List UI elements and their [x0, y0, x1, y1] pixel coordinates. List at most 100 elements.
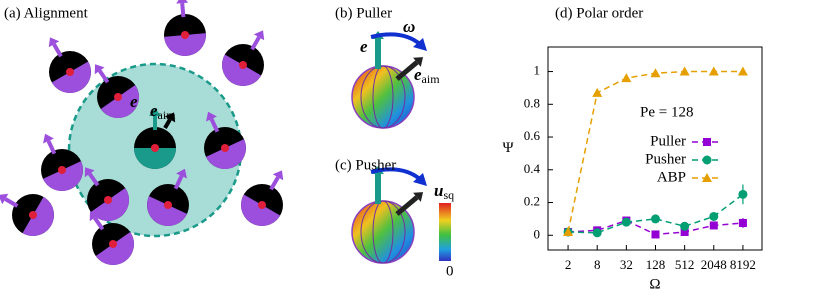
particle-center: [164, 201, 172, 209]
colorbar-top-label: usq: [434, 181, 454, 202]
particle-center: [221, 144, 229, 152]
particle-center: [29, 211, 37, 219]
marker: [621, 217, 631, 227]
marker: [592, 228, 602, 238]
particle: [222, 30, 265, 86]
panel-title: (a) Alignment: [4, 5, 89, 21]
sphere-streamline: [372, 65, 394, 129]
arrow-head: [206, 111, 217, 122]
particle-half: [164, 33, 206, 56]
x-tick-label: 8192: [730, 257, 756, 272]
marker: [592, 87, 603, 97]
arrow-head: [48, 37, 60, 48]
marker: [737, 66, 748, 76]
arrow-shaft: [395, 195, 419, 216]
rotation-arrow-head: [413, 173, 427, 186]
arrow-shaft: [173, 175, 184, 190]
e-label: e: [130, 92, 138, 111]
legend-label: Puller: [650, 133, 686, 149]
particle-half: [134, 148, 176, 169]
y-tick-label: 0.4: [524, 161, 541, 176]
legend-label: ABP: [657, 169, 686, 185]
particle: [0, 193, 54, 236]
arrow-shaft: [4, 197, 19, 208]
marker: [650, 214, 660, 224]
y-tick-label: 0.6: [524, 128, 541, 143]
marker: [702, 173, 712, 182]
sphere-streamline: [372, 200, 394, 264]
particle-center: [239, 61, 247, 69]
arrow-head: [164, 112, 176, 123]
particle-half: [205, 139, 246, 169]
particle-half: [147, 196, 188, 226]
particle: [41, 133, 84, 192]
omega-label: ω: [403, 17, 415, 36]
particle: [89, 211, 134, 265]
particle: [84, 167, 129, 221]
arrow-head: [0, 193, 9, 205]
x-tick-label: 128: [646, 257, 666, 272]
particle-center: [109, 240, 117, 248]
marker: [709, 211, 719, 221]
particle-half: [100, 84, 140, 118]
chart: (d) Polar order Pe = 128 Ω Ψ 2 8 32 128 512 2048 8…: [502, 5, 763, 292]
particle-center: [66, 68, 74, 76]
subscript: aim: [422, 72, 441, 86]
x-tick-label: 8: [594, 257, 601, 272]
arrow-shaft: [163, 118, 172, 129]
particle-center: [181, 31, 189, 39]
panel-b: [351, 31, 427, 264]
symbol: u: [434, 181, 443, 200]
legend-label: Pusher: [645, 151, 686, 167]
y-axis-label: Ψ: [502, 140, 514, 156]
arrow-shaft: [98, 69, 110, 84]
marker: [563, 226, 574, 236]
particle-half: [42, 161, 84, 192]
arrow-shaft: [93, 216, 105, 231]
particle-half: [90, 187, 129, 221]
arrow-shaft: [88, 172, 100, 187]
arrow-head: [84, 167, 95, 178]
e-label: e: [360, 37, 368, 56]
x-tick-label: 32: [620, 257, 633, 272]
panel-title: (b) Puller: [335, 5, 392, 21]
arrow-shaft: [209, 118, 220, 133]
particle-center: [258, 201, 266, 209]
particle: [204, 111, 246, 169]
plot-frame: [547, 46, 763, 251]
annotation: Pe = 128: [640, 104, 693, 120]
marker: [738, 189, 748, 199]
particle: [147, 168, 189, 226]
marker: [703, 138, 711, 146]
e-aim-label: eaim: [150, 101, 176, 122]
particle: [48, 37, 91, 93]
symbol: e: [150, 101, 158, 120]
particle-half: [22, 196, 54, 236]
arrow-head: [253, 30, 265, 41]
marker: [702, 155, 712, 165]
rotation-arrow: [370, 32, 423, 47]
panel-a: [0, 0, 284, 265]
arrow-shaft: [180, 2, 186, 18]
arrow-shaft: [395, 60, 419, 81]
panel-title: (c) Pusher: [335, 157, 396, 173]
subscript: aim: [158, 108, 177, 122]
arrow-head: [413, 57, 424, 67]
particle-center: [114, 93, 122, 101]
x-axis-label: Ω: [649, 276, 660, 292]
particle-center: [58, 166, 66, 174]
subscript: sq: [443, 188, 454, 202]
particle-half: [240, 194, 281, 226]
particle-center: [104, 196, 112, 204]
e-aim-label: eaim: [414, 65, 440, 86]
marker: [650, 68, 661, 78]
x-tick-label: 512: [675, 257, 695, 272]
particle: [164, 0, 206, 56]
particle: [134, 108, 176, 169]
arrow-head: [43, 133, 54, 144]
particle-half: [51, 61, 91, 93]
arrow-head: [272, 170, 284, 181]
rotation-arrow-head: [413, 38, 427, 51]
arrow-head: [413, 192, 424, 202]
arrow-head: [94, 64, 105, 75]
